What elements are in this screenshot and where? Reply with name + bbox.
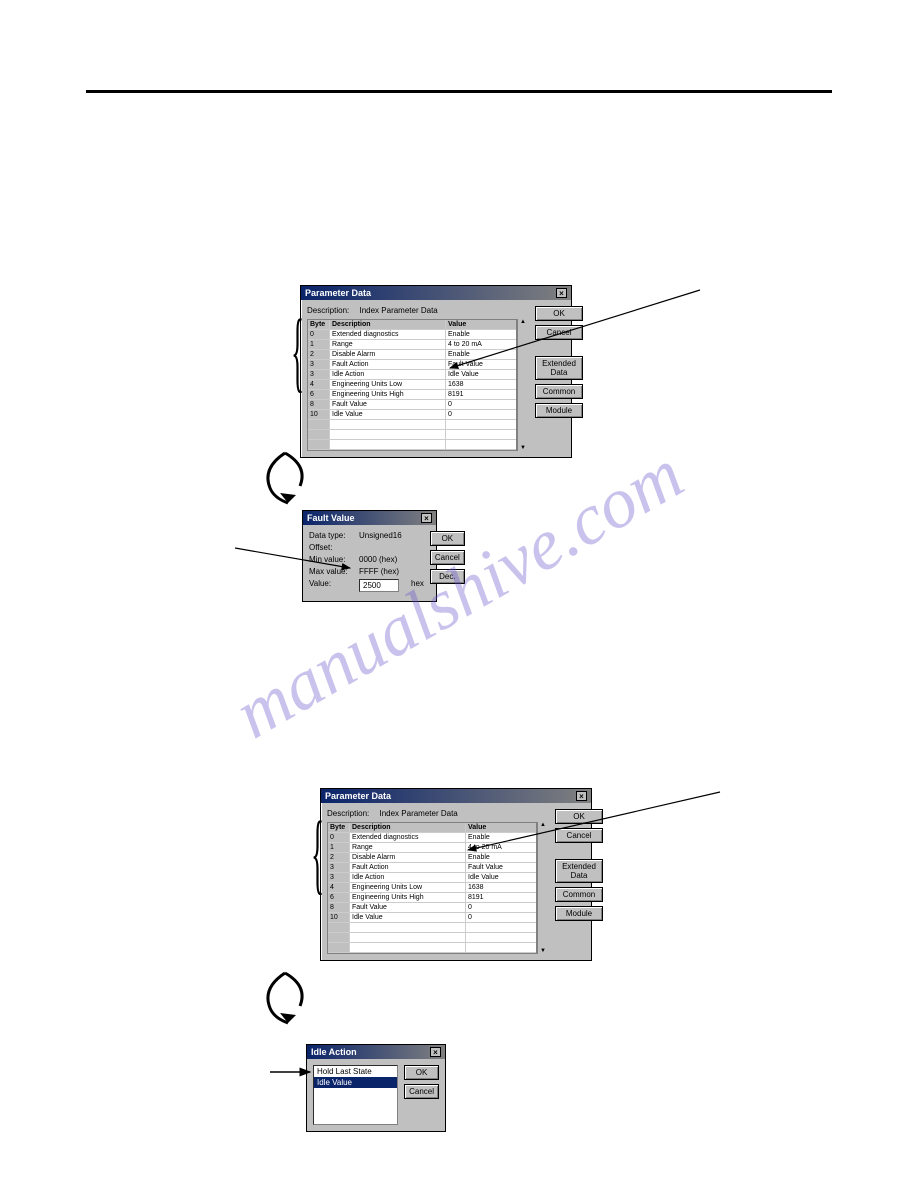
parameter-data-dialog-1: Parameter Data × Description: Index Para… [300,285,572,458]
offset-label: Offset: [309,543,351,552]
fault-value-dialog: Fault Value × Data type: Unsigned16 Offse… [302,510,437,602]
description-row: Description: Index Parameter Data [307,306,529,315]
table-row[interactable]: 3Idle ActionIdle Value [308,370,516,380]
table-row[interactable]: 2Disable AlarmEnable [308,350,516,360]
dec-button[interactable]: Dec. [430,569,465,584]
module-button[interactable]: Module [535,403,583,418]
description-label: Description: [307,306,349,315]
close-icon[interactable]: × [430,1047,441,1057]
table-row[interactable]: 6Engineering Units High8191 [308,390,516,400]
table-row[interactable]: 4Engineering Units Low1638 [308,380,516,390]
table-row[interactable]: 4Engineering Units Low1638 [328,883,536,893]
common-button[interactable]: Common [555,887,603,902]
cancel-button[interactable]: Cancel [555,828,603,843]
description-label: Description: [327,809,369,818]
close-icon[interactable]: × [556,288,567,298]
table-row[interactable]: 2Disable AlarmEnable [328,853,536,863]
titlebar: Idle Action × [307,1045,445,1059]
table-row[interactable]: 3Fault ActionFault Value [308,360,516,370]
dialog-title: Fault Value [307,513,355,523]
table-row[interactable]: 10Idle Value0 [308,410,516,420]
module-button[interactable]: Module [555,906,603,921]
common-button[interactable]: Common [535,384,583,399]
col-byte: Byte [328,823,350,832]
table-row[interactable]: 1Range4 to 20 mA [328,843,536,853]
cancel-button[interactable]: Cancel [404,1084,439,1099]
curved-arrow-icon [260,968,310,1028]
table-row[interactable]: 3Fault ActionFault Value [328,863,536,873]
description-value: Index Parameter Data [379,809,457,818]
description-value: Index Parameter Data [359,306,437,315]
ok-button[interactable]: OK [430,531,465,546]
table-row[interactable]: 10Idle Value0 [328,913,536,923]
cancel-button[interactable]: Cancel [535,325,583,340]
extended-data-button[interactable]: Extended Data [555,859,603,883]
max-label: Max value: [309,567,351,576]
min-label: Min value: [309,555,351,564]
dialog-title: Parameter Data [325,791,391,801]
value-label: Value: [309,579,351,592]
curved-arrow-icon [260,448,310,508]
value-input[interactable]: 2500 [359,579,399,592]
close-icon[interactable]: × [421,513,432,523]
col-value: Value [446,320,516,329]
table-row[interactable]: 8Fault Value0 [308,400,516,410]
header-rule [86,90,832,93]
cancel-button[interactable]: Cancel [430,550,465,565]
brace-icon: { [311,802,324,905]
col-desc: Description [330,320,446,329]
table-row[interactable]: 3Idle ActionIdle Value [328,873,536,883]
table-row[interactable]: 6Engineering Units High8191 [328,893,536,903]
titlebar: Fault Value × [303,511,436,525]
scrollbar[interactable] [537,822,549,954]
ok-button[interactable]: OK [555,809,603,824]
ok-button[interactable]: OK [404,1065,439,1080]
dialog-title: Parameter Data [305,288,371,298]
titlebar: Parameter Data × [321,789,591,803]
options-listbox[interactable]: Hold Last State Idle Value [313,1065,398,1125]
list-item[interactable]: Idle Value [314,1077,397,1088]
col-byte: Byte [308,320,330,329]
table-row[interactable]: 0Extended diagnosticsEnable [308,330,516,340]
idle-action-dialog: Idle Action × Hold Last State Idle Value… [306,1044,446,1132]
datatype-value: Unsigned16 [359,531,402,540]
dialog-title: Idle Action [311,1047,357,1057]
parameter-table: Byte Description Value 0Extended diagnos… [307,319,517,451]
brace-icon: { [291,300,304,403]
extended-data-button[interactable]: Extended Data [535,356,583,380]
list-item[interactable]: Hold Last State [314,1066,397,1077]
description-row: Description: Index Parameter Data [327,809,549,818]
table-row[interactable]: 8Fault Value0 [328,903,536,913]
datatype-label: Data type: [309,531,351,540]
table-row[interactable]: 1Range4 to 20 mA [308,340,516,350]
parameter-data-dialog-2: Parameter Data × Description: Index Para… [320,788,592,961]
titlebar: Parameter Data × [301,286,571,300]
parameter-table: Byte Description Value 0Extended diagnos… [327,822,537,954]
value-suffix: hex [411,579,424,592]
max-value: FFFF (hex) [359,567,399,576]
col-value: Value [466,823,536,832]
ok-button[interactable]: OK [535,306,583,321]
scrollbar[interactable] [517,319,529,451]
col-desc: Description [350,823,466,832]
table-row[interactable]: 0Extended diagnosticsEnable [328,833,536,843]
close-icon[interactable]: × [576,791,587,801]
min-value: 0000 (hex) [359,555,397,564]
